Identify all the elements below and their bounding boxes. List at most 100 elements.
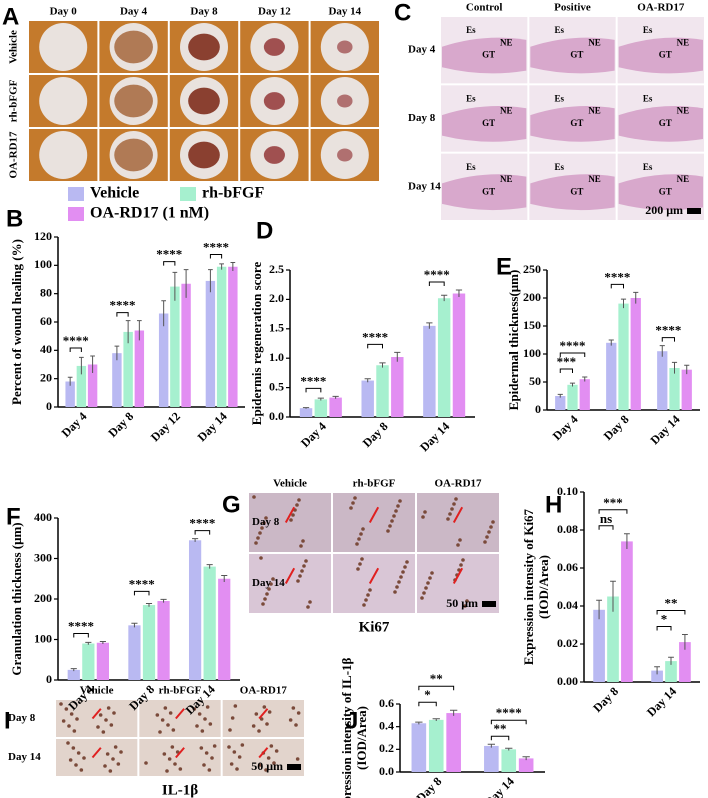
- significance-label: ****: [63, 333, 89, 348]
- cell: [353, 496, 357, 500]
- region-label: Es: [643, 162, 653, 172]
- error-bar: [206, 564, 213, 569]
- cell: [386, 529, 390, 533]
- micrograph: [333, 554, 415, 613]
- wound: [188, 87, 220, 115]
- significance-bracket: [428, 281, 445, 286]
- y-tick-label: 0.10: [557, 484, 578, 498]
- x-tick-label: Day 14: [647, 412, 682, 447]
- cell: [74, 763, 78, 767]
- panel-letter: A: [2, 3, 19, 30]
- cell: [483, 540, 487, 544]
- arrow: [175, 708, 185, 720]
- bar: [205, 280, 216, 407]
- region-label: Es: [554, 162, 564, 172]
- bar: [681, 369, 692, 410]
- wound: [263, 92, 285, 110]
- cell: [171, 728, 176, 732]
- error-bar: [161, 300, 167, 327]
- region-label: Es: [643, 25, 653, 35]
- significance-label: ****: [129, 576, 155, 591]
- error-bar: [681, 634, 688, 650]
- legend-swatch: [68, 207, 84, 221]
- significance-bracket: [69, 347, 82, 352]
- cell: [204, 751, 209, 755]
- arrow: [452, 567, 464, 584]
- significance-label: **: [494, 721, 507, 736]
- region-label: NE: [500, 37, 513, 47]
- significance-label: ****: [189, 516, 215, 531]
- significance-label: **: [430, 671, 443, 686]
- cell: [267, 587, 271, 591]
- cell: [465, 599, 469, 603]
- y-tick-label: 0.08: [557, 522, 578, 536]
- y-tick-label: 150: [523, 318, 541, 332]
- row-label: Day 14: [8, 751, 41, 763]
- y-tick-label: 1.0: [269, 350, 284, 364]
- y-tick-label: 0: [46, 672, 52, 686]
- wound: [337, 94, 353, 108]
- significance-bracket: [209, 254, 223, 259]
- significance-bracket: [559, 368, 573, 373]
- cell: [296, 579, 300, 583]
- cell: [75, 717, 79, 721]
- photo-disc: [39, 23, 88, 71]
- error-bar: [633, 291, 639, 304]
- caption: IL-1β: [162, 782, 198, 798]
- x-tick-label: Day 8: [105, 409, 136, 440]
- error-bar: [302, 407, 310, 409]
- significance-bracket: [367, 343, 383, 349]
- cell: [178, 767, 183, 771]
- bar: [228, 266, 238, 407]
- column-label: Day 14: [328, 6, 361, 18]
- wound: [263, 146, 285, 164]
- cell: [82, 756, 86, 760]
- cell: [106, 706, 111, 710]
- photo-disc: [39, 131, 88, 179]
- cell: [251, 724, 256, 728]
- cell: [428, 576, 432, 580]
- cell: [420, 596, 424, 600]
- tissue: [530, 37, 615, 74]
- cell: [228, 728, 232, 732]
- error-bar: [569, 382, 576, 387]
- cell: [260, 526, 264, 530]
- cell: [167, 757, 172, 761]
- cell: [235, 767, 239, 771]
- significance-label: ****: [203, 239, 229, 254]
- cell: [67, 724, 71, 728]
- cell: [144, 761, 148, 765]
- cell: [265, 592, 269, 596]
- cell: [392, 514, 396, 518]
- cell: [109, 723, 114, 727]
- error-bar: [85, 641, 92, 645]
- cell: [257, 729, 261, 733]
- cell: [291, 706, 296, 710]
- cell: [258, 763, 263, 767]
- significance-bracket: [490, 735, 510, 741]
- cell: [401, 570, 405, 574]
- x-tick-label: Day 8: [590, 684, 621, 715]
- wound: [188, 33, 220, 61]
- arrow: [284, 567, 296, 584]
- column-label: Vehicle: [273, 478, 307, 490]
- region-label: NE: [677, 37, 690, 47]
- bar: [606, 342, 617, 410]
- y-tick-label: 300: [34, 550, 52, 564]
- arrow: [368, 506, 380, 523]
- region-label: GT: [482, 186, 495, 196]
- cell: [459, 563, 463, 567]
- y-tick-label: 400: [34, 510, 52, 524]
- cell: [207, 768, 212, 772]
- region-label: GT: [570, 50, 583, 60]
- cell: [461, 558, 465, 562]
- cell: [68, 758, 73, 762]
- error-bar: [379, 362, 386, 368]
- region-label: NE: [588, 174, 601, 184]
- region-label: NE: [500, 106, 513, 116]
- scale-bar: [687, 208, 701, 214]
- x-tick-label: Day 14: [195, 409, 230, 444]
- region-label: GT: [570, 118, 583, 128]
- y-tick-label: 40: [40, 342, 52, 356]
- bar: [651, 670, 663, 682]
